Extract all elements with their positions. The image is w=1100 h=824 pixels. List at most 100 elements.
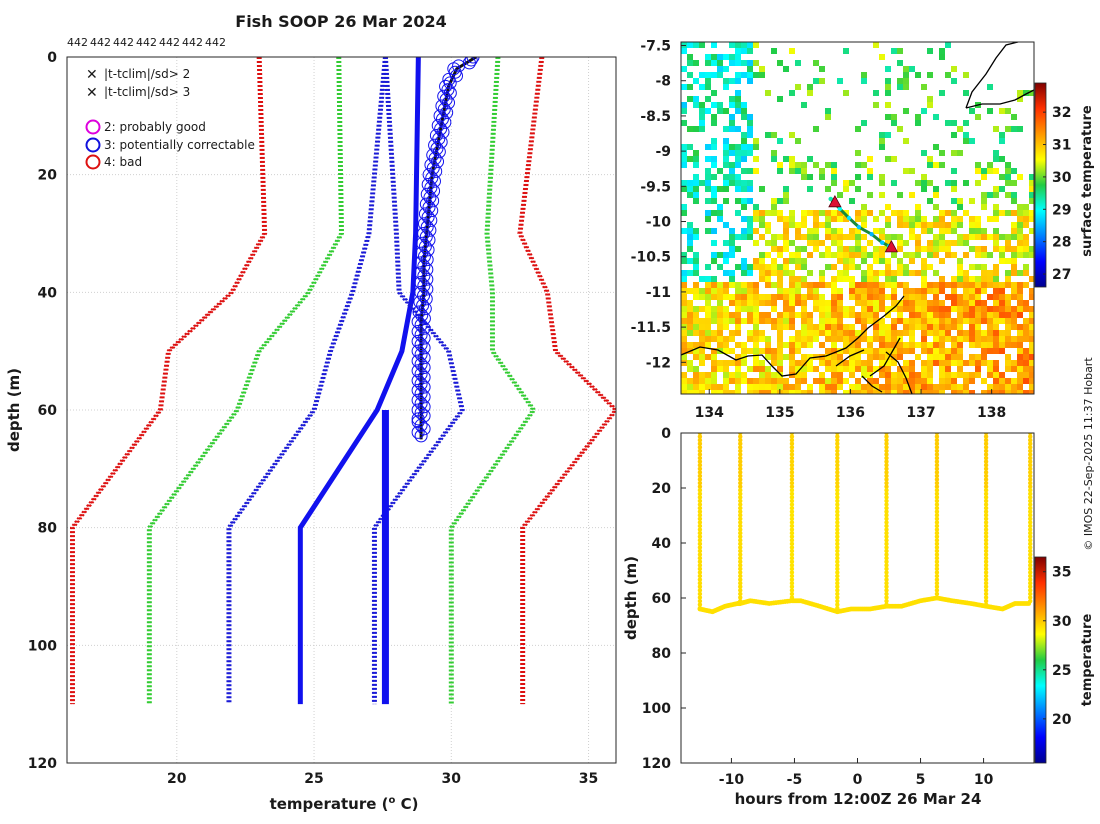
sst-cell <box>993 156 999 162</box>
sst-cell <box>783 234 789 240</box>
sst-cell <box>1017 246 1023 252</box>
sst-cell <box>957 258 963 264</box>
sst-cell <box>903 330 909 336</box>
sst-cell <box>753 336 759 342</box>
cast-point <box>697 580 703 586</box>
sst-cell <box>687 390 693 394</box>
sst-cell <box>963 300 969 306</box>
sst-cell <box>933 294 939 300</box>
map-x-tick-label: 134 <box>695 405 724 421</box>
sst-cell <box>813 234 819 240</box>
sst-cell <box>945 228 951 234</box>
sst-cell <box>783 192 789 198</box>
sst-cell <box>825 234 831 240</box>
sst-cell <box>783 186 789 192</box>
cast-point <box>934 509 940 514</box>
sst-cell <box>909 252 915 258</box>
flag-circle-marker <box>439 79 453 93</box>
sst-cell <box>1017 336 1023 342</box>
cast-point <box>789 563 795 568</box>
sst-cell <box>711 330 717 336</box>
sst-cell <box>981 198 987 204</box>
sst-cell <box>705 300 711 306</box>
cast-point <box>934 491 940 496</box>
sst-cell <box>717 318 723 324</box>
sst-cell <box>765 318 771 324</box>
flag-circle-marker <box>432 132 446 146</box>
sst-cell <box>705 318 711 324</box>
cast-point <box>1028 437 1033 443</box>
cast-point <box>738 584 743 589</box>
sst-cell <box>699 276 705 282</box>
sst-cell <box>915 378 921 384</box>
sst-cell <box>795 222 801 228</box>
sst-cell <box>861 318 867 324</box>
cast-point <box>934 516 940 521</box>
sst-cell <box>891 156 897 162</box>
sst-cell <box>795 282 801 288</box>
sst-cell <box>945 324 951 330</box>
sst-cell <box>873 276 879 282</box>
sst-cell <box>711 72 717 78</box>
flag-circle-marker <box>418 207 432 221</box>
sst-cell <box>747 168 753 174</box>
sst-cell <box>981 276 987 282</box>
sst-cell <box>1023 270 1029 276</box>
sst-cell <box>843 246 849 252</box>
legend-label: 3: potentially correctable <box>104 138 255 152</box>
sst-cell <box>735 174 741 180</box>
cast-point <box>835 491 840 496</box>
sst-cell <box>933 252 939 258</box>
sst-cell <box>1023 336 1029 342</box>
sst-cell <box>807 342 813 348</box>
cast-point <box>835 433 840 436</box>
cast-point <box>835 584 840 589</box>
sst-cell <box>1005 282 1011 288</box>
sst-cell <box>741 342 747 348</box>
sst-cell <box>855 312 861 318</box>
sst-cell <box>1029 228 1034 234</box>
sst-cell <box>909 312 915 318</box>
cast-point <box>789 495 795 500</box>
sst-cell <box>957 222 963 228</box>
sst-cell <box>975 234 981 240</box>
sst-cell <box>687 270 693 276</box>
sst-cell <box>801 246 807 252</box>
sst-cell <box>837 354 843 360</box>
sst-cell <box>969 300 975 306</box>
cast-point <box>934 505 940 511</box>
cast-point <box>789 555 795 561</box>
sst-cell <box>879 192 885 198</box>
sst-cell <box>795 288 801 294</box>
sst-cell <box>699 378 705 384</box>
sst-cell <box>801 264 807 270</box>
sst-cell <box>951 300 957 306</box>
cast-point <box>835 484 840 489</box>
cast-point <box>835 448 840 454</box>
sst-cell <box>717 300 723 306</box>
cast-point <box>738 538 743 543</box>
flag-circle-marker <box>434 122 448 136</box>
sst-cell <box>903 282 909 288</box>
sst-cell <box>783 198 789 204</box>
flag-circle-marker <box>443 76 457 90</box>
ship-track <box>828 194 899 253</box>
sst-cell <box>921 372 927 378</box>
sst-cell <box>741 306 747 312</box>
cast-point <box>934 548 940 554</box>
sst-cell <box>753 72 759 78</box>
sst-cell <box>801 342 807 348</box>
cast-point <box>697 523 703 529</box>
cast-point <box>789 437 795 443</box>
sst-cell <box>759 312 765 318</box>
cast-point <box>884 573 889 579</box>
sst-cell <box>771 48 777 54</box>
sst-cell <box>807 294 813 300</box>
sst-cell <box>723 54 729 60</box>
sst-cell <box>789 48 795 54</box>
sst-cell <box>741 378 747 384</box>
sst-cell <box>777 378 783 384</box>
sst-cell <box>1005 210 1011 216</box>
sst-cell <box>987 294 993 300</box>
cast-point <box>835 545 840 550</box>
